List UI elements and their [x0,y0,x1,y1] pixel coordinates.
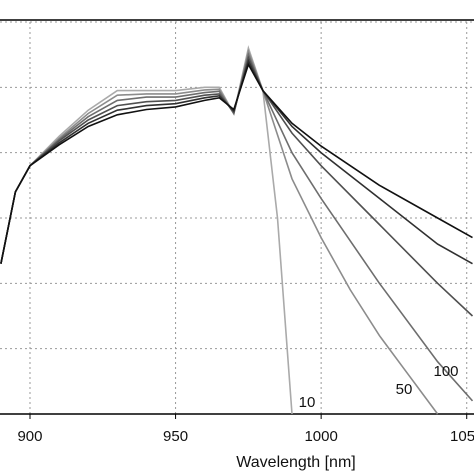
series-line [0,55,474,317]
x-axis-label: Wavelength [nm] [236,454,355,471]
annotation: 50 [396,381,413,398]
series-line [0,48,439,415]
annotation: 100 [433,363,458,380]
annotation: 10 [299,394,316,411]
series-line [0,62,473,264]
x-tick-label: 950 [163,428,188,445]
series-line [0,52,474,402]
x-tick-label: 900 [17,428,42,445]
x-tick-label: 1000 [304,428,337,445]
series-line [0,59,473,265]
series-line [0,45,293,415]
